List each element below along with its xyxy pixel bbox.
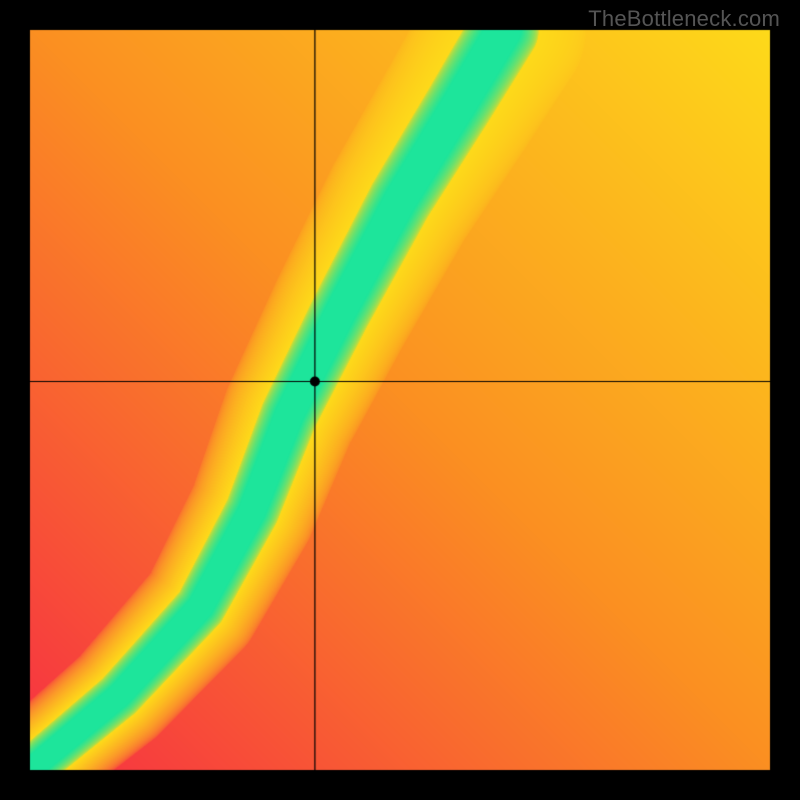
watermark-text: TheBottleneck.com	[588, 6, 780, 32]
chart-container: TheBottleneck.com	[0, 0, 800, 800]
bottleneck-heatmap	[0, 0, 800, 800]
